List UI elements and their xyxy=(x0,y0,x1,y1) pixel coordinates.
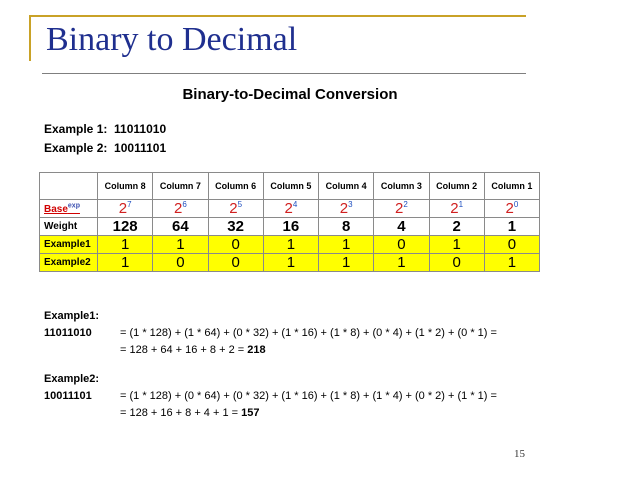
calc2-result: 157 xyxy=(241,407,260,419)
calc2-heading: Example2: xyxy=(44,373,100,385)
bit-cell: 1 xyxy=(428,235,485,254)
calc1-line2-text: = 128 + 64 + 16 + 8 + 2 = xyxy=(120,344,248,356)
column-header: Column 2 xyxy=(428,172,485,200)
example-value: 11011010 xyxy=(114,122,167,136)
bit-cell: 0 xyxy=(483,235,541,254)
bit-cell: 0 xyxy=(428,253,485,272)
calc1-line1: = (1 * 128) + (1 * 64) + (0 * 32) + (1 *… xyxy=(120,327,497,339)
example-value: 10011101 xyxy=(114,141,167,155)
power-cell: 22 xyxy=(373,199,430,218)
bit-cell: 1 xyxy=(262,253,320,272)
example1-row-label: Example1 xyxy=(39,235,98,254)
power-cell: 20 xyxy=(483,199,541,218)
power-cell: 24 xyxy=(262,199,320,218)
bit-cell: 0 xyxy=(152,253,209,272)
power-cell: 27 xyxy=(96,199,154,218)
column-header: Column 7 xyxy=(152,172,209,200)
weight-cell: 16 xyxy=(262,217,320,236)
weight-cell: 64 xyxy=(152,217,209,236)
calc2-line2: = 128 + 16 + 8 + 4 + 1 = 157 xyxy=(120,407,259,419)
bit-cell: 1 xyxy=(317,235,375,254)
column-header: Column 4 xyxy=(317,172,375,200)
bit-cell: 1 xyxy=(152,235,209,254)
bit-cell: 1 xyxy=(96,235,154,254)
example-line-2: Example 2: 10011101 xyxy=(44,141,166,155)
table-header-row: Column 8 Column 7 Column 6 Column 5 Colu… xyxy=(39,172,541,200)
base-row-label: Baseexp xyxy=(39,199,98,218)
column-header: Column 3 xyxy=(373,172,430,200)
title-rule xyxy=(42,73,526,74)
bit-cell: 1 xyxy=(96,253,154,272)
power-cell: 26 xyxy=(152,199,209,218)
calc1-binary: 11011010 xyxy=(44,327,92,339)
calc1-heading: Example1: xyxy=(44,310,100,322)
power-cell: 23 xyxy=(317,199,375,218)
calc1-result: 218 xyxy=(247,344,266,356)
bit-cell: 1 xyxy=(317,253,375,272)
weight-cell: 8 xyxy=(317,217,375,236)
weight-cell: 32 xyxy=(207,217,264,236)
calc2-binary: 10011101 xyxy=(44,390,92,402)
column-header: Column 6 xyxy=(207,172,264,200)
base-label-sup: exp xyxy=(67,202,80,210)
example2-row: Example2 1 0 0 1 1 1 0 1 xyxy=(39,253,541,272)
weight-row: Weight 128 64 32 16 8 4 2 1 xyxy=(39,217,541,236)
example-line-1: Example 1: 11011010 xyxy=(44,122,166,136)
column-header: Column 5 xyxy=(262,172,320,200)
weight-row-label: Weight xyxy=(39,217,98,236)
bit-cell: 1 xyxy=(483,253,541,272)
calc2-line2-text: = 128 + 16 + 8 + 4 + 1 = xyxy=(120,407,242,419)
example-label: Example 1: xyxy=(44,122,108,136)
weight-cell: 4 xyxy=(373,217,430,236)
bit-cell: 1 xyxy=(262,235,320,254)
calc2-line1: = (1 * 128) + (0 * 64) + (0 * 32) + (1 *… xyxy=(120,390,497,402)
power-cell: 21 xyxy=(428,199,485,218)
power-cell: 25 xyxy=(207,199,264,218)
slide-title: Binary to Decimal xyxy=(46,21,298,58)
subtitle: Binary-to-Decimal Conversion xyxy=(182,86,398,103)
header-blank-cell xyxy=(39,172,98,200)
weight-cell: 2 xyxy=(428,217,485,236)
base-row: Baseexp 27 26 25 24 23 22 21 20 xyxy=(39,199,541,218)
bit-cell: 1 xyxy=(373,253,430,272)
weight-cell: 1 xyxy=(483,217,541,236)
example2-row-label: Example2 xyxy=(39,253,98,272)
weight-cell: 128 xyxy=(96,217,154,236)
example-label: Example 2: xyxy=(44,141,108,155)
frame-left-line xyxy=(29,15,31,61)
bit-cell: 0 xyxy=(207,253,264,272)
page-number: 15 xyxy=(514,448,525,460)
example1-row: Example1 1 1 0 1 1 0 1 0 xyxy=(39,235,541,254)
calc1-line2: = 128 + 64 + 16 + 8 + 2 = 218 xyxy=(120,344,266,356)
conversion-table: Column 8 Column 7 Column 6 Column 5 Colu… xyxy=(39,172,541,272)
column-header: Column 1 xyxy=(483,172,541,200)
column-header: Column 8 xyxy=(96,172,154,200)
bit-cell: 0 xyxy=(207,235,264,254)
bit-cell: 0 xyxy=(373,235,430,254)
frame-top-line xyxy=(29,15,526,17)
base-label-text: Base xyxy=(44,203,68,215)
